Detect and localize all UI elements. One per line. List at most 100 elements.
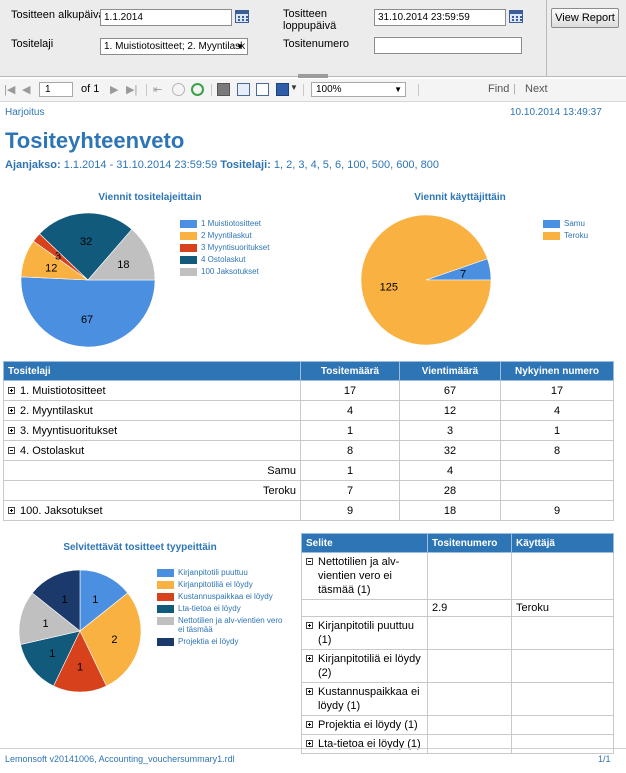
expand-icon[interactable]: [8, 407, 15, 415]
page-setup-icon[interactable]: [256, 83, 269, 96]
row-label: Kirjanpitotili puuttuu (1): [318, 620, 415, 646]
refresh-icon[interactable]: [191, 83, 204, 96]
collapse-handle[interactable]: [298, 74, 328, 78]
cell-count: 8: [300, 440, 400, 461]
legend-swatch: [157, 617, 174, 625]
table-header-row: Tositelaji Tositemäärä Vientimäärä Nykyi…: [3, 361, 614, 381]
row-label: 3. Myyntisuoritukset: [20, 424, 118, 437]
column-header[interactable]: Tositelaji: [3, 361, 301, 381]
view-report-button[interactable]: View Report: [551, 8, 619, 28]
cell-current: 1: [500, 420, 614, 441]
pie-chart-users: 7 125: [360, 214, 492, 346]
expand-icon[interactable]: [306, 740, 313, 747]
cell-entries: 18: [399, 500, 501, 521]
export-icon[interactable]: [276, 83, 289, 96]
page-number-input[interactable]: 1: [39, 82, 73, 97]
legend-label: Kirjanpitotiliä ei löydy: [178, 580, 253, 589]
cell-number: [427, 682, 512, 716]
next-page-icon[interactable]: ▶: [110, 84, 119, 96]
cell-count: 4: [300, 400, 400, 421]
report-timestamp: 10.10.2014 13:49:37: [510, 107, 602, 118]
find-separator: |: [513, 83, 516, 95]
expand-icon[interactable]: [306, 721, 313, 728]
collapse-icon[interactable]: [306, 558, 313, 565]
legend-label: 100 Jaksotukset: [201, 267, 259, 276]
divider: [418, 84, 419, 96]
cell-number: [427, 552, 512, 600]
expand-icon[interactable]: [306, 655, 313, 662]
voucher-type-select[interactable]: 1. Muistiotositteet; 2. Myyntilask ▼: [100, 38, 248, 55]
legend-item: Kirjanpitotili puuttuu: [157, 568, 283, 577]
parameter-panel: Tositteen alkupäivä Tositteen loppupäivä…: [0, 0, 626, 77]
zoom-select[interactable]: 100% ▼: [311, 82, 406, 97]
table-row: 2. Myyntilaskut 4 12 4: [3, 400, 614, 421]
print-icon[interactable]: [217, 83, 230, 96]
legend-label: Lta-tietoa ei löydy: [178, 604, 241, 613]
previous-page-icon[interactable]: ◀: [22, 84, 31, 96]
data-label: 125: [380, 281, 398, 293]
voucher-number-input[interactable]: [374, 37, 522, 54]
data-label: 1: [42, 618, 48, 630]
expand-icon[interactable]: [8, 387, 15, 395]
page-title: Tositeyhteenveto: [5, 128, 185, 153]
cell-entries: 12: [399, 400, 501, 421]
pie-slice: [360, 214, 492, 346]
pie-slice: [39, 212, 133, 281]
stop-icon[interactable]: [172, 83, 185, 96]
legend-swatch: [543, 232, 560, 240]
find-link[interactable]: Find: [488, 83, 510, 95]
last-page-icon[interactable]: ▶|: [126, 84, 138, 96]
page-count: of 1: [81, 83, 100, 95]
divider: [211, 84, 212, 96]
end-date-input[interactable]: [374, 9, 506, 26]
cell-count: 17: [300, 380, 400, 401]
column-header[interactable]: Nykyinen numero: [500, 361, 614, 381]
voucher-summary-table: Tositelaji Tositemäärä Vientimäärä Nykyi…: [3, 361, 614, 521]
legend-swatch: [157, 638, 174, 646]
start-date-input[interactable]: [100, 9, 232, 26]
row-label: Nettotilien ja alv-vientien vero ei täsm…: [318, 556, 400, 596]
back-icon[interactable]: ⇤: [153, 84, 163, 96]
column-header[interactable]: Vientimäärä: [399, 361, 501, 381]
chevron-down-icon: ▼: [394, 85, 402, 94]
start-date-label: Tositteen alkupäivä: [11, 9, 105, 21]
voucher-type-label: Tositelaji: [11, 38, 54, 50]
legend-swatch: [180, 232, 197, 240]
types-label: Tositelaji:: [220, 159, 271, 171]
table-row: 1. Muistiotositteet 17 67 17: [3, 380, 614, 401]
legend-label: Kirjanpitotili puuttuu: [178, 568, 248, 577]
legend-item: Projektia ei löydy: [157, 637, 283, 646]
pie-chart-issues: 1 2 1 1 1 1: [18, 569, 142, 693]
legend-item: 3 Myyntisuoritukset: [180, 243, 295, 252]
expand-icon[interactable]: [8, 427, 15, 435]
column-header[interactable]: Käyttäjä: [511, 533, 614, 553]
pie-slice: [20, 276, 156, 348]
legend-item: Nettotilien ja alv-vientien vero ei täsm…: [157, 616, 283, 634]
voucher-number-label: Tositenumero: [283, 38, 350, 50]
next-link[interactable]: Next: [525, 83, 548, 95]
table-row: Projektia ei löydy (1): [301, 715, 614, 735]
legend-item: Teroku: [543, 231, 603, 240]
chevron-down-icon[interactable]: ▼: [290, 83, 298, 92]
column-header[interactable]: Selite: [301, 533, 428, 553]
print-layout-icon[interactable]: [237, 83, 250, 96]
report-subtitle: Ajanjakso: 1.1.2014 - 31.10.2014 23:59:5…: [5, 159, 439, 171]
expand-icon[interactable]: [306, 688, 313, 695]
column-header[interactable]: Tositemäärä: [300, 361, 400, 381]
table-row: Kirjanpitotili puuttuu (1): [301, 616, 614, 650]
row-label: 100. Jaksotukset: [20, 504, 103, 517]
table-row: 2.9 Teroku: [301, 599, 614, 617]
table-row: Lta-tietoa ei löydy (1): [301, 734, 614, 754]
column-header[interactable]: Tositenumero: [427, 533, 512, 553]
calendar-icon[interactable]: [235, 10, 249, 23]
first-page-icon[interactable]: |◀: [4, 84, 16, 96]
calendar-icon[interactable]: [509, 10, 523, 23]
voucher-type-value: 1. Muistiotositteet; 2. Myyntilask: [104, 41, 246, 52]
collapse-icon[interactable]: [8, 447, 15, 455]
expand-icon[interactable]: [8, 507, 15, 515]
expand-icon[interactable]: [306, 622, 313, 629]
cell-user: [511, 715, 614, 735]
report-footer: Lemonsoft v20141006, Accounting_vouchers…: [0, 748, 626, 773]
cell-number: 2.9: [427, 599, 512, 617]
data-label: 2: [111, 634, 117, 646]
